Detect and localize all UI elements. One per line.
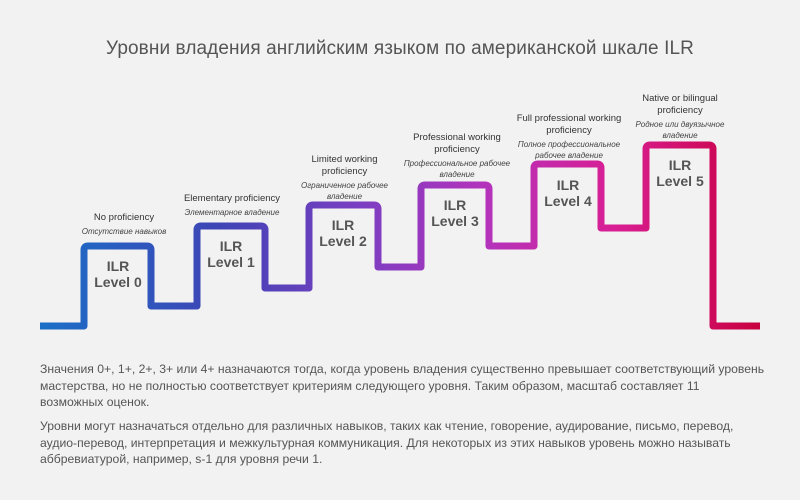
page-title: Уровни владения английским языком по аме… (106, 38, 694, 59)
level-1-label: ILR Level 1 (207, 238, 255, 270)
level-1-caption: Elementary proficiency Элементарное влад… (183, 193, 281, 217)
level-2-label: ILR Level 2 (319, 217, 367, 249)
level-5-caption: Native or bilingual proficiency Родное и… (635, 93, 725, 140)
level-3-caption: Professional working proficiency Професс… (403, 132, 511, 179)
description-paragraph-2: Уровни могут назначаться отдельно для ра… (40, 419, 734, 466)
staircase-line (40, 141, 760, 330)
level-4-caption: Full professional working proficiency По… (516, 113, 622, 160)
level-2-caption: Limited working proficiency Ограниченное… (301, 154, 388, 201)
level-4-label: ILR Level 4 (544, 177, 592, 209)
level-0-caption: No proficiency Отсутствие навыков (81, 212, 167, 236)
level-5-label: ILR Level 5 (656, 157, 704, 189)
level-0-label: ILR Level 0 (94, 258, 142, 290)
description-paragraph-1: Значения 0+, 1+, 2+, 3+ или 4+ назначают… (40, 362, 765, 409)
level-3-label: ILR Level 3 (431, 197, 479, 229)
